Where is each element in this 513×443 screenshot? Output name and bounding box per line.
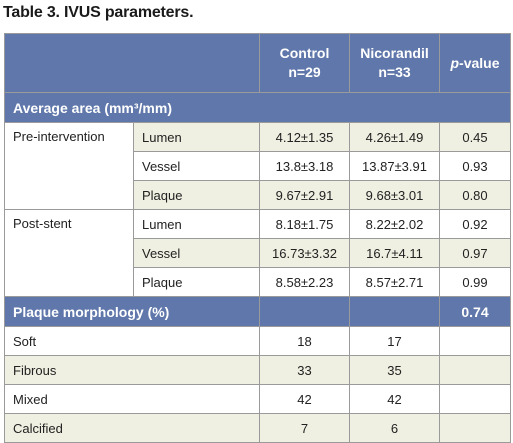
cell-control: 42 [259, 384, 350, 414]
cell-pvalue [439, 413, 511, 443]
header-pvalue-rest: -value [459, 54, 500, 71]
cell-pvalue: 0.93 [439, 151, 511, 181]
cell-pvalue: 0.45 [439, 122, 511, 152]
cell-control: 13.8±3.18 [259, 151, 350, 181]
cell-nicorandil: 6 [349, 413, 440, 443]
section-blank-cell [349, 296, 440, 327]
cell-control: 8.58±2.23 [259, 267, 350, 297]
cell-pvalue: 0.92 [439, 209, 511, 239]
cell-morphology-label: Mixed [4, 384, 260, 414]
table-row: Post-stent Lumen 8.18±1.75 8.22±2.02 0.9… [4, 209, 511, 297]
cell-pvalue [439, 355, 511, 385]
table-row: Mixed 42 42 [4, 384, 511, 414]
section-row-average-area: Average area (mm³/mm) [4, 92, 511, 123]
header-pvalue-p: p [450, 54, 460, 71]
header-nicorandil-name: Nicorandil [360, 45, 429, 61]
cell-sub: Lumen [133, 122, 260, 152]
cell-pvalue: 0.99 [439, 267, 511, 297]
header-pvalue: p-value [439, 33, 511, 93]
section-blank-cell [259, 296, 350, 327]
cell-nicorandil: 16.7±4.11 [349, 238, 440, 268]
cell-pvalue [439, 326, 511, 356]
cell-pvalue: 0.97 [439, 238, 511, 268]
section-pvalue-plaque-morphology: 0.74 [439, 296, 511, 327]
cell-control: 33 [259, 355, 350, 385]
cell-pvalue [439, 384, 511, 414]
cell-nicorandil: 8.22±2.02 [349, 209, 440, 239]
header-nicorandil-n: n=33 [378, 64, 411, 80]
cell-sub: Lumen [133, 209, 260, 239]
cell-sub: Plaque [133, 267, 260, 297]
cell-nicorandil: 4.26±1.49 [349, 122, 440, 152]
table-row: Vessel 13.8±3.18 13.87±3.91 0.93 [4, 151, 511, 181]
cell-sub: Vessel [133, 151, 260, 181]
cell-nicorandil: 13.87±3.91 [349, 151, 440, 181]
cell-nicorandil: 17 [349, 326, 440, 356]
cell-morphology-label: Fibrous [4, 355, 260, 385]
section-label-average-area: Average area (mm³/mm) [4, 92, 511, 123]
cell-sub: Plaque [133, 180, 260, 210]
table-row: Soft 18 17 [4, 326, 511, 356]
cell-nicorandil: 9.68±3.01 [349, 180, 440, 210]
cell-pvalue: 0.80 [439, 180, 511, 210]
cell-morphology-label: Calcified [4, 413, 260, 443]
cell-control: 16.73±3.32 [259, 238, 350, 268]
cell-nicorandil: 35 [349, 355, 440, 385]
cell-control: 18 [259, 326, 350, 356]
section-row-plaque-morphology: Plaque morphology (%) 0.74 [4, 296, 511, 327]
table-row: Fibrous 33 35 [4, 355, 511, 385]
cell-control: 8.18±1.75 [259, 209, 350, 239]
header-control: Control n=29 [259, 33, 350, 93]
header-blank-cell [4, 33, 260, 93]
section-label-plaque-morphology: Plaque morphology (%) [4, 296, 260, 327]
table-row: Calcified 7 6 [4, 413, 511, 443]
cell-sub: Vessel [133, 238, 260, 268]
table-row: Pre-intervention Lumen 4.12±1.35 4.26±1.… [4, 122, 511, 210]
cell-control: 9.67±2.91 [259, 180, 350, 210]
table-title: Table 3. IVUS parameters. [3, 4, 194, 21]
header-nicorandil: Nicorandil n=33 [349, 33, 440, 93]
group-label-pre: Pre-intervention [4, 122, 134, 210]
header-row: Control n=29 Nicorandil n=33 p-value [4, 33, 511, 93]
ivus-table: Control n=29 Nicorandil n=33 p-value Ave… [4, 33, 511, 443]
header-control-name: Control [279, 45, 330, 61]
cell-control: 4.12±1.35 [259, 122, 350, 152]
cell-nicorandil: 8.57±2.71 [349, 267, 440, 297]
cell-morphology-label: Soft [4, 326, 260, 356]
group-label-post: Post-stent [4, 209, 134, 297]
cell-nicorandil: 42 [349, 384, 440, 414]
header-control-n: n=29 [288, 64, 321, 80]
cell-control: 7 [259, 413, 350, 443]
